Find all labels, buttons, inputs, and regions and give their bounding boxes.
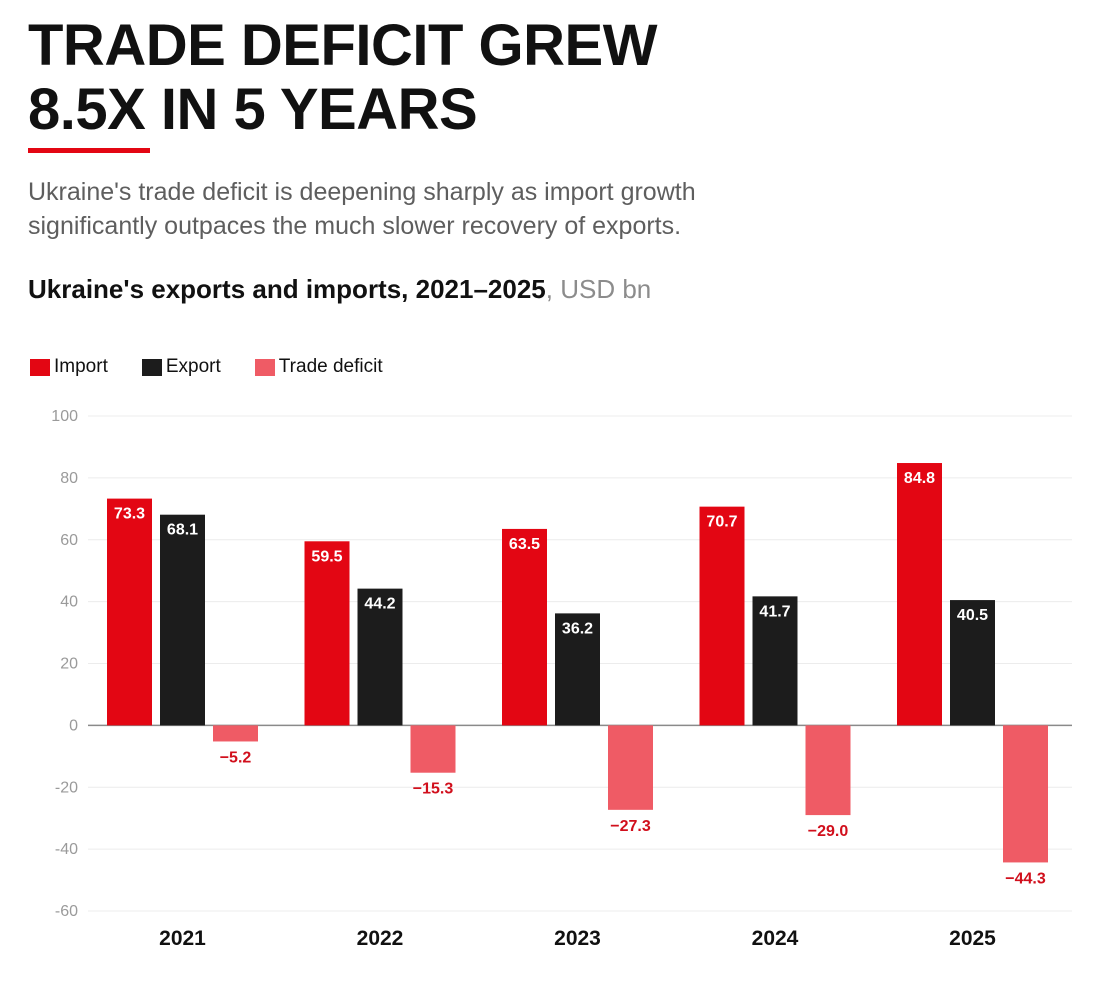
legend-label-trade-deficit: Trade deficit — [278, 356, 383, 377]
y-tick-label: -40 — [55, 841, 78, 858]
bar-trade-deficit-2024 — [805, 725, 851, 816]
subtitle: Ukraine's trade deficit is deepening sha… — [28, 175, 1088, 243]
chart-unit: , USD bn — [545, 274, 652, 304]
legend-item-import: Import — [30, 356, 108, 378]
data-label-import-2023: 63.5 — [509, 536, 540, 553]
bar-import-2024 — [699, 506, 745, 726]
chart-heading: Ukraine's exports and imports, 2021–2025… — [28, 272, 651, 306]
bar-export-2021 — [160, 514, 205, 726]
data-label-import-2024: 70.7 — [706, 514, 737, 531]
x-category-label: 2025 — [949, 927, 996, 950]
data-label-export-2025: 40.5 — [957, 607, 988, 624]
y-tick-label: 40 — [60, 594, 78, 611]
bar-chart: 100 80 60 40 20 0 -20 -40 -60 73.3 68.1 −5.2 2021 59.… — [51, 408, 1072, 950]
x-category-label: 2022 — [357, 927, 404, 950]
legend-item-export: Export — [141, 356, 221, 378]
subtitle-line-1: Ukraine's trade deficit is deepening sha… — [28, 178, 696, 206]
bar-trade-deficit-2021 — [213, 725, 258, 742]
bar-export-2023 — [555, 613, 600, 726]
x-category-label: 2024 — [752, 927, 799, 950]
legend-label-import: Import — [54, 356, 108, 377]
data-label-export-2024: 41.7 — [759, 603, 790, 620]
data-label-trade-deficit-2024: −29.0 — [808, 823, 849, 840]
bar-trade-deficit-2025 — [1003, 725, 1048, 863]
accent-rule — [28, 148, 150, 153]
data-label-export-2022: 44.2 — [364, 596, 395, 613]
legend-item-trade-deficit: Trade deficit — [254, 356, 383, 378]
bar-export-2022 — [357, 588, 403, 726]
data-label-trade-deficit-2022: −15.3 — [413, 781, 454, 798]
data-label-import-2022: 59.5 — [311, 548, 342, 565]
bar-import-2021 — [107, 498, 152, 726]
bar-import-2022 — [304, 541, 350, 726]
y-tick-label: 80 — [60, 470, 78, 487]
subtitle-line-2: significantly outpaces the much slower r… — [28, 212, 682, 240]
chart-title: Ukraine's exports and imports, 2021–2025 — [28, 274, 546, 304]
y-tick-label: 0 — [69, 717, 78, 734]
y-tick-label: 60 — [60, 532, 78, 549]
bar-import-2025 — [897, 463, 942, 726]
x-category-label: 2021 — [159, 927, 206, 950]
data-label-trade-deficit-2025: −44.3 — [1005, 870, 1046, 887]
y-tick-label: -20 — [55, 779, 78, 796]
legend-swatch-import — [30, 358, 50, 376]
data-label-export-2023: 36.2 — [562, 620, 593, 637]
x-category-label: 2023 — [554, 927, 601, 950]
y-tick-label: -60 — [55, 903, 78, 920]
bar-export-2025 — [950, 600, 995, 726]
chart-legend: Import Export Trade deficit — [30, 356, 417, 378]
data-label-trade-deficit-2021: −5.2 — [220, 749, 252, 766]
bar-trade-deficit-2023 — [608, 725, 653, 810]
data-label-import-2025: 84.8 — [904, 470, 935, 487]
bar-export-2024 — [752, 596, 798, 726]
legend-swatch-trade-deficit — [254, 358, 275, 376]
bar-trade-deficit-2022 — [410, 725, 456, 773]
data-label-trade-deficit-2023: −27.3 — [610, 818, 651, 835]
y-tick-label: 20 — [60, 656, 78, 673]
data-label-import-2021: 73.3 — [114, 506, 145, 523]
y-tick-label: 100 — [51, 408, 78, 425]
headline: TRADE DEFICIT GREW 8.5X IN 5 YEARS — [28, 14, 1088, 142]
legend-swatch-export — [141, 358, 162, 376]
legend-label-export: Export — [165, 356, 221, 377]
data-label-export-2021: 68.1 — [167, 522, 198, 539]
bar-import-2023 — [502, 528, 547, 726]
headline-line-2: 8.5X IN 5 YEARS — [28, 77, 478, 142]
headline-line-1: TRADE DEFICIT GREW — [28, 13, 657, 78]
